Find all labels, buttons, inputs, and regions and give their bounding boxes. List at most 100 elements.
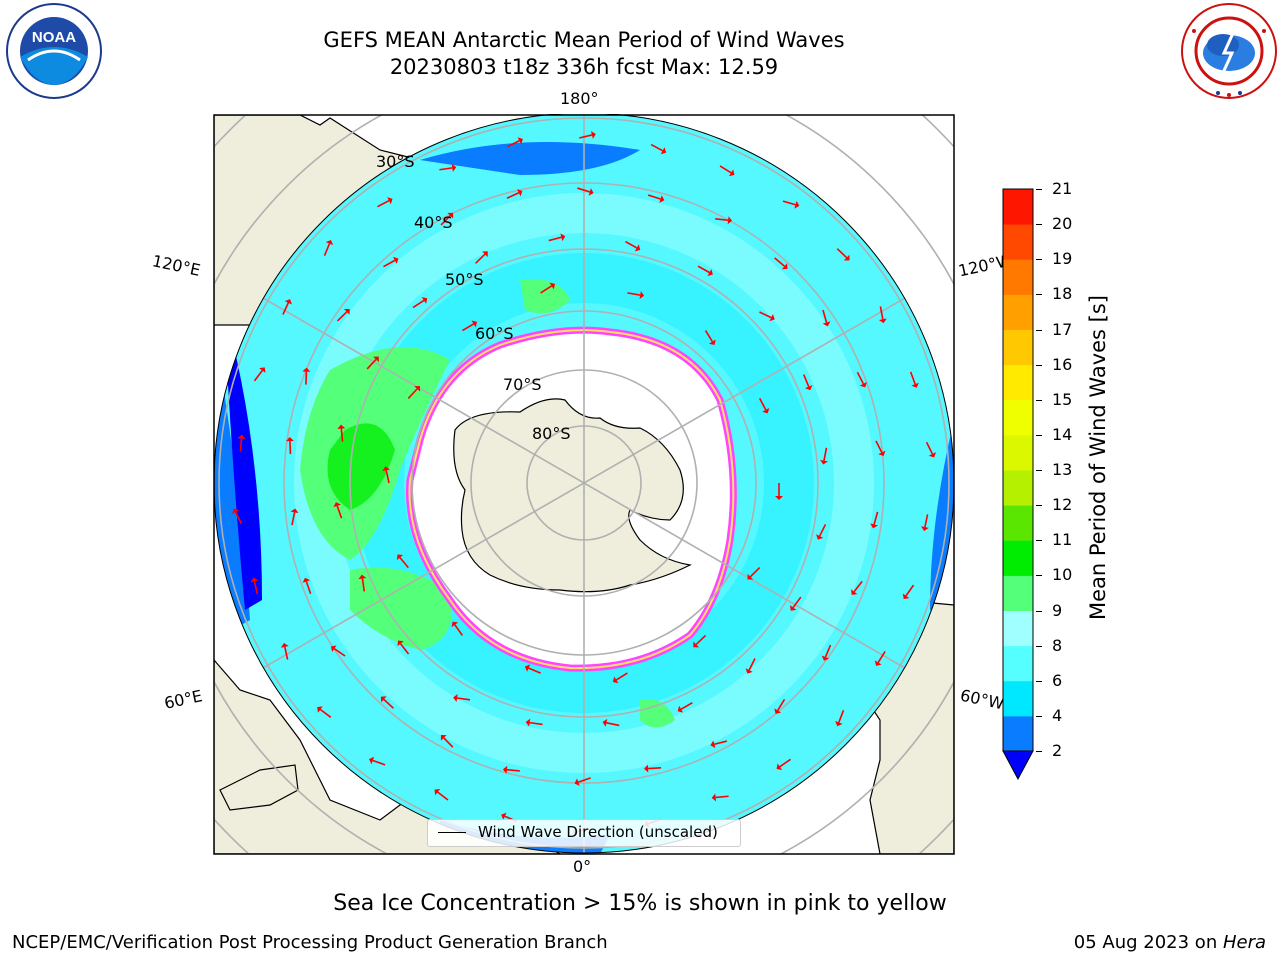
wave-arrow-head (911, 382, 919, 388)
wave-arrow-head (250, 577, 259, 583)
wave-arrow-shaft (615, 672, 628, 681)
wave-arrow-shaft (239, 438, 243, 452)
wave-arrow-shaft (782, 200, 796, 206)
colorbar-tick-label: 16 (1052, 354, 1073, 374)
wave-arrow-shaft (879, 306, 884, 320)
wave-arrow-shaft (877, 650, 886, 663)
wave-arrow-head (451, 163, 457, 172)
colorbar-tick-mark (1036, 751, 1042, 752)
wave-arrow-shaft (234, 511, 243, 525)
colorbar-tick-mark (1036, 540, 1042, 542)
colorbar-band (1003, 505, 1033, 541)
wave-arrow-shaft (506, 192, 520, 199)
wave-arrow-head (280, 642, 289, 648)
wave-arrow-shaft (253, 370, 263, 382)
wave-arrow-shaft (606, 722, 620, 727)
colorbar-tick-mark (1036, 680, 1042, 682)
wave-arrow-head (302, 367, 311, 372)
colorbar-extend-arrow (1002, 750, 1034, 781)
wave-arrow-head (805, 385, 813, 391)
colorbar-tick-mark (1036, 364, 1042, 366)
wave-arrow-shaft (714, 740, 728, 746)
colorbar-tick-mark (1036, 294, 1042, 296)
colorbar-tick-label: 15 (1052, 389, 1073, 409)
wave-arrow-head (816, 534, 824, 540)
wave-arrow-head (707, 269, 713, 276)
wave-arrow-head (660, 147, 667, 155)
nws-logo (1181, 3, 1277, 99)
wave-arrow-head (612, 676, 619, 684)
wave-arrow-head (644, 764, 649, 773)
wave-arrow-shaft (385, 470, 390, 484)
wave-arrow-head (745, 668, 753, 674)
colorbar-band (1003, 540, 1033, 576)
legend-label: Wind Wave Direction (unscaled) (478, 823, 718, 841)
wave-arrow-head (549, 282, 556, 290)
wave-arrow-head (590, 131, 596, 139)
wave-arrow-head (602, 718, 608, 727)
wave-arrow-head (781, 263, 788, 270)
wave-arrow-shaft (777, 698, 786, 711)
wave-arrow-head (317, 706, 323, 713)
wave-arrow-shaft (758, 398, 767, 411)
wave-arrow-shaft (905, 584, 915, 597)
wave-arrow-head (524, 664, 531, 672)
colorbar-tick-label: 10 (1052, 565, 1073, 585)
colorbar-band (1003, 575, 1033, 611)
colorbar-band (1003, 364, 1033, 401)
wave-arrow-shaft (774, 257, 786, 267)
wave-arrow-head (387, 197, 393, 205)
wave-arrow-shaft (719, 165, 732, 174)
wave-arrow-head (333, 502, 341, 508)
wave-arrow-head (677, 705, 684, 713)
wave-arrow-shaft (366, 358, 377, 370)
wave-arrow-shaft (540, 285, 553, 294)
wave-arrow-head (820, 459, 828, 465)
colorbar-band (1003, 259, 1033, 295)
chart-subtitle: 20230803 t18z 336h fcst Max: 12.59 (389, 55, 779, 79)
wave-arrow-shaft (340, 428, 344, 442)
wave-arrow-head (285, 437, 294, 442)
wave-arrow-shaft (383, 259, 396, 268)
colorbar (1002, 188, 1034, 781)
wave-arrow-shaft (802, 374, 810, 387)
wave-arrow-head (774, 708, 782, 714)
wave-arrow-shaft (507, 140, 520, 148)
footer-producer: NCEP/EMC/Verification Post Processing Pr… (12, 932, 608, 953)
colorbar-tick-label: 14 (1052, 424, 1073, 444)
wave-arrow-shaft (305, 371, 308, 385)
colorbar-tick-label: 18 (1052, 284, 1073, 304)
wave-arrow-head (878, 450, 886, 457)
wave-arrow-shaft (779, 758, 792, 768)
wave-arrow-head (369, 756, 375, 765)
wave-arrow-shaft (875, 440, 883, 453)
colorbar-tick-label: 21 (1052, 179, 1073, 198)
wave-arrow-head (821, 655, 830, 661)
colorbar-band (1003, 715, 1033, 752)
wave-arrow-shaft (506, 768, 520, 772)
wave-arrow-shaft (579, 134, 593, 139)
wave-arrow-shaft (407, 388, 418, 399)
wave-arrow-shaft (925, 441, 934, 455)
wave-arrow-head (574, 778, 580, 786)
colorbar-tick-mark (1036, 470, 1042, 471)
sea-ice-note: Sea Ice Concentration > 15% is shown in … (333, 891, 947, 916)
wave-arrow-head (380, 696, 387, 703)
colorbar-band (1003, 680, 1033, 717)
lat-label-80s: 80°S (532, 424, 571, 443)
colorbar-tick-mark (1036, 189, 1042, 190)
colorbar-tick-mark (1036, 399, 1042, 401)
wave-arrow-shaft (475, 253, 486, 264)
wave-arrow-shaft (399, 643, 410, 655)
wave-arrow-shaft (704, 330, 714, 343)
wave-arrow-head (290, 508, 299, 514)
wave-arrow-head (776, 763, 783, 770)
colorbar-tick-label: 6 (1052, 670, 1063, 690)
wave-arrow-shaft (372, 759, 386, 766)
wave-arrow-head (325, 239, 334, 246)
wave-arrow-shaft (759, 311, 772, 319)
wave-arrow-head (870, 523, 878, 529)
lon-label-120e: 120°E (150, 251, 203, 280)
polar-map (213, 114, 955, 855)
wave-arrow-shaft (399, 557, 409, 569)
